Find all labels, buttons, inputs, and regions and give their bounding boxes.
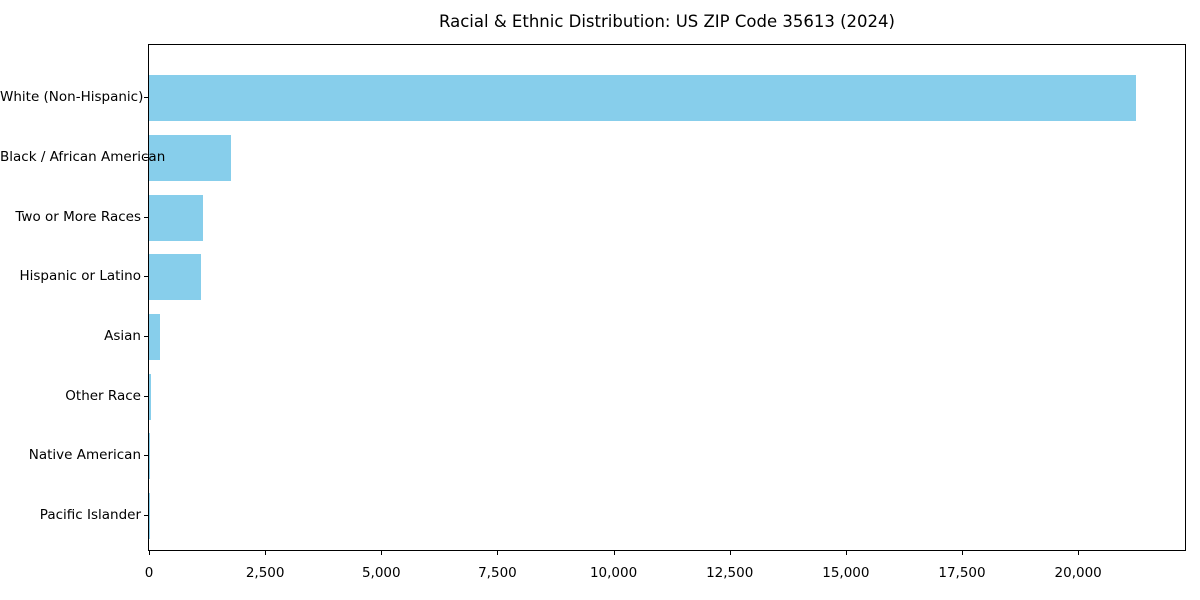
y-tick-mark (144, 276, 148, 278)
x-tick-label: 12,500 (706, 565, 754, 581)
bar-white-non-hispanic (149, 75, 1137, 122)
x-tick-mark (962, 551, 963, 555)
bar-black-african-american (149, 134, 231, 181)
y-tick-label: Two or More Races (15, 208, 141, 225)
bar-native-american (149, 433, 151, 480)
y-tick-label: White (Non-Hispanic) (0, 89, 144, 106)
x-tick-label: 20,000 (1054, 565, 1102, 581)
y-tick-mark (144, 395, 148, 397)
x-tick-label: 0 (144, 565, 154, 581)
x-tick-label: 2,500 (245, 565, 285, 581)
x-tick-mark (497, 551, 499, 555)
x-tick-label: 15,000 (822, 565, 870, 581)
chart-title: Racial & Ethnic Distribution: US ZIP Cod… (439, 12, 895, 31)
y-tick-mark (144, 216, 148, 218)
y-tick-label: Native American (28, 447, 141, 464)
x-tick-mark (1078, 551, 1080, 555)
x-tick-mark (381, 551, 383, 555)
x-tick-mark (613, 551, 615, 555)
bar-hispanic-or-latino (149, 254, 202, 301)
y-tick-label: Black / African American (0, 148, 166, 165)
x-tick-mark (149, 551, 150, 555)
x-tick-label: 17,500 (938, 565, 986, 581)
plot-area (148, 44, 1186, 551)
y-tick-mark (144, 97, 148, 99)
bar-asian (149, 313, 160, 360)
bar-two-or-more-races (149, 194, 204, 241)
y-tick-mark (144, 455, 148, 457)
x-tick-mark (845, 551, 847, 555)
x-tick-label: 10,000 (589, 565, 638, 581)
y-tick-label: Hispanic or Latino (19, 268, 141, 285)
x-tick-label: 5,000 (361, 565, 401, 581)
x-tick-label: 7,500 (478, 565, 517, 581)
y-tick-label: Asian (104, 327, 141, 344)
y-tick-label: Pacific Islander (39, 506, 141, 523)
bar-other-race (149, 373, 151, 420)
y-tick-label: Other Race (65, 387, 141, 404)
x-tick-mark (729, 551, 731, 555)
y-tick-mark (144, 514, 148, 516)
y-tick-mark (144, 335, 148, 337)
x-tick-mark (265, 551, 267, 555)
y-tick-mark (144, 156, 148, 158)
